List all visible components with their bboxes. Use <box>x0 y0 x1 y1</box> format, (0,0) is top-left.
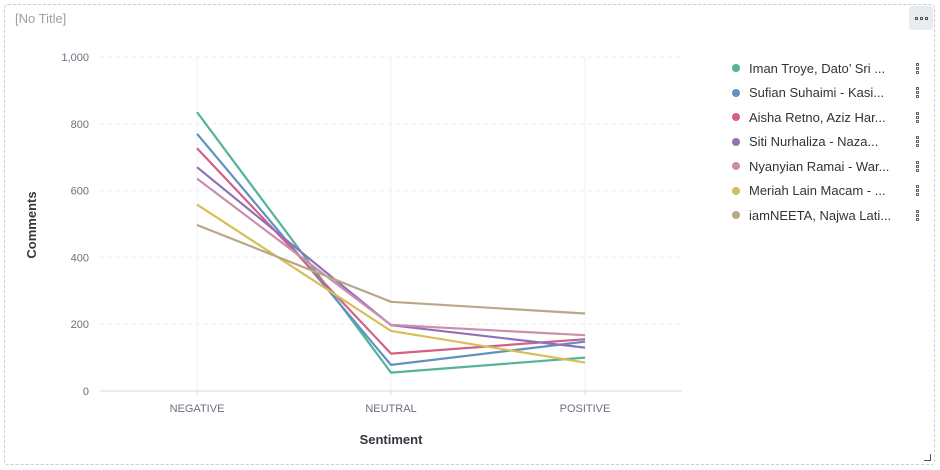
legend-swatch-icon <box>732 64 740 73</box>
series-line-4 <box>196 177 586 337</box>
legend-item-actions-icon[interactable] <box>916 111 920 123</box>
legend-label: Nyanyian Ramai - War... <box>749 158 890 174</box>
legend-item[interactable]: iamNEETA, Najwa Lati... <box>730 203 925 228</box>
y-tick-label: 1,000 <box>61 52 89 64</box>
legend-label: Meriah Lain Macam - ... <box>749 183 886 199</box>
legend-item-actions-icon[interactable] <box>916 62 920 74</box>
legend-item[interactable]: Aisha Retno, Aziz Har... <box>730 105 925 130</box>
x-tick-label: NEUTRAL <box>365 403 416 415</box>
y-tick-label: 800 <box>71 119 89 131</box>
series-line-5 <box>196 203 586 364</box>
legend-item[interactable]: Nyanyian Ramai - War... <box>730 154 925 179</box>
series-line-1 <box>196 133 586 366</box>
legend-item-actions-icon[interactable] <box>916 209 920 221</box>
legend-swatch-icon <box>732 137 740 146</box>
legend-item-actions-icon[interactable] <box>916 87 920 99</box>
y-tick-label: 600 <box>71 186 89 198</box>
y-tick-label: 400 <box>71 252 89 264</box>
chart-legend: Iman Troye, Dato’ Sri ... Sufian Suhaimi … <box>730 56 925 228</box>
series-line-2 <box>196 147 586 355</box>
legend-item-actions-icon[interactable] <box>916 185 920 197</box>
x-tick-label: POSITIVE <box>560 403 611 415</box>
more-options-icon <box>914 16 928 20</box>
series-line-0 <box>196 111 586 374</box>
legend-item-actions-icon[interactable] <box>916 136 920 148</box>
legend-label: Iman Troye, Dato’ Sri ... <box>749 60 886 76</box>
legend-item[interactable]: Meriah Lain Macam - ... <box>730 179 925 204</box>
x-axis-title: Sentiment <box>360 432 424 447</box>
legend-item-actions-icon[interactable] <box>916 160 920 172</box>
panel-options-button[interactable] <box>909 6 933 30</box>
legend-item[interactable]: Sufian Suhaimi - Kasi... <box>730 81 925 106</box>
visualization-panel: [No Title] <box>4 4 935 465</box>
legend-label: iamNEETA, Najwa Lati... <box>749 207 892 223</box>
legend-label: Siti Nurhaliza - Naza... <box>749 134 879 150</box>
legend-swatch-icon <box>732 88 740 97</box>
resize-handle-icon[interactable] <box>924 454 931 461</box>
legend-swatch-icon <box>732 186 740 195</box>
y-tick-label: 0 <box>83 386 89 398</box>
y-axis-title: Comments <box>24 191 39 258</box>
y-tick-label: 200 <box>71 319 89 331</box>
legend-label: Sufian Suhaimi - Kasi... <box>749 85 885 101</box>
legend-label: Aisha Retno, Aziz Har... <box>749 109 886 125</box>
series-line-6 <box>196 223 586 315</box>
legend-swatch-icon <box>732 211 740 220</box>
legend-swatch-icon <box>732 113 740 122</box>
panel-title: [No Title] <box>15 11 67 26</box>
legend-item[interactable]: Iman Troye, Dato’ Sri ... <box>730 56 925 81</box>
legend-swatch-icon <box>732 162 740 171</box>
x-tick-label: NEGATIVE <box>170 403 225 415</box>
legend-item[interactable]: Siti Nurhaliza - Naza... <box>730 130 925 155</box>
